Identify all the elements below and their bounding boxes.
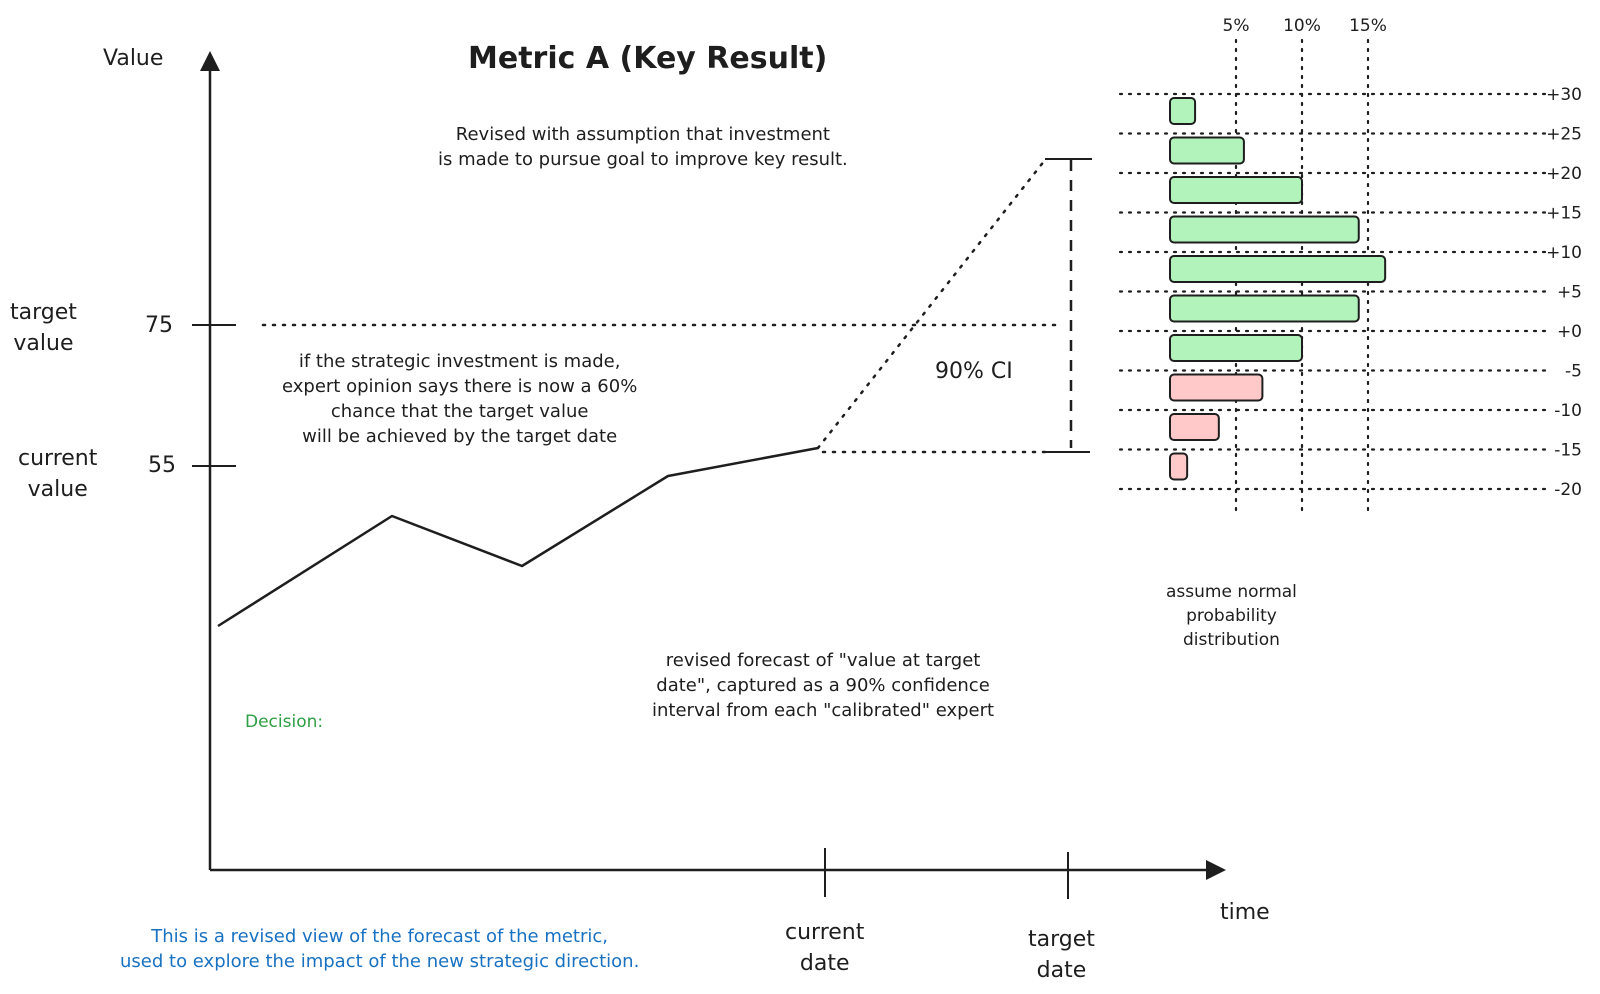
- distribution-chart: 5% 10% 15% +30 +25 +20 +15 +10 +5 +0 -5 -10 -15 -20: [1118, 16, 1582, 514]
- forecast-note: revised forecast of "value at target dat…: [652, 650, 995, 721]
- row-label: -10: [1554, 401, 1582, 421]
- distribution-bar: [1169, 176, 1303, 204]
- distribution-bar: [1169, 255, 1387, 283]
- percent-tick-label: 5%: [1223, 16, 1250, 36]
- row-label: -15: [1554, 441, 1582, 461]
- x-axis-label: time: [1220, 900, 1270, 925]
- current-value-label: current value: [18, 446, 98, 502]
- distribution-note: assume normal probability distribution: [1166, 582, 1297, 650]
- revised-assumption-note: Revised with assumption that investment …: [438, 124, 848, 170]
- metric-history-line: [217, 446, 819, 628]
- decision-label: Decision:: [245, 712, 324, 732]
- target-value-number: 75: [145, 313, 173, 338]
- row-label: -5: [1565, 362, 1582, 382]
- percent-tick-label: 15%: [1349, 16, 1387, 36]
- current-date-label: current date: [785, 920, 865, 976]
- distribution-bar: [1169, 215, 1360, 244]
- row-label: +10: [1546, 243, 1582, 263]
- distribution-bar: [1169, 452, 1189, 481]
- distribution-bar: [1169, 97, 1197, 125]
- distribution-bar: [1169, 373, 1264, 402]
- distribution-bar: [1169, 334, 1303, 362]
- target-date-label: target date: [1028, 927, 1095, 983]
- target-value-label: target value: [10, 300, 77, 356]
- row-label: +25: [1546, 125, 1582, 145]
- chart-title: Metric A (Key Result): [468, 41, 828, 76]
- distribution-bar: [1169, 294, 1360, 323]
- distribution-bar: [1169, 413, 1220, 441]
- current-value-number: 55: [148, 453, 176, 478]
- row-label: +5: [1557, 283, 1582, 303]
- expert-opinion-note: if the strategic investment is made, exp…: [282, 351, 638, 447]
- distribution-bar: [1169, 136, 1245, 165]
- row-label: +0: [1557, 322, 1582, 342]
- forecast-upper-line: [816, 158, 1047, 450]
- row-label: -20: [1554, 480, 1582, 500]
- y-axis-label: Value: [103, 46, 164, 71]
- row-label: +15: [1546, 204, 1582, 224]
- row-label: +30: [1546, 85, 1582, 105]
- percent-tick-label: 10%: [1283, 16, 1321, 36]
- row-label: +20: [1546, 164, 1582, 184]
- ci-label: 90% CI: [935, 359, 1013, 384]
- footer-note: This is a revised view of the forecast o…: [120, 926, 640, 972]
